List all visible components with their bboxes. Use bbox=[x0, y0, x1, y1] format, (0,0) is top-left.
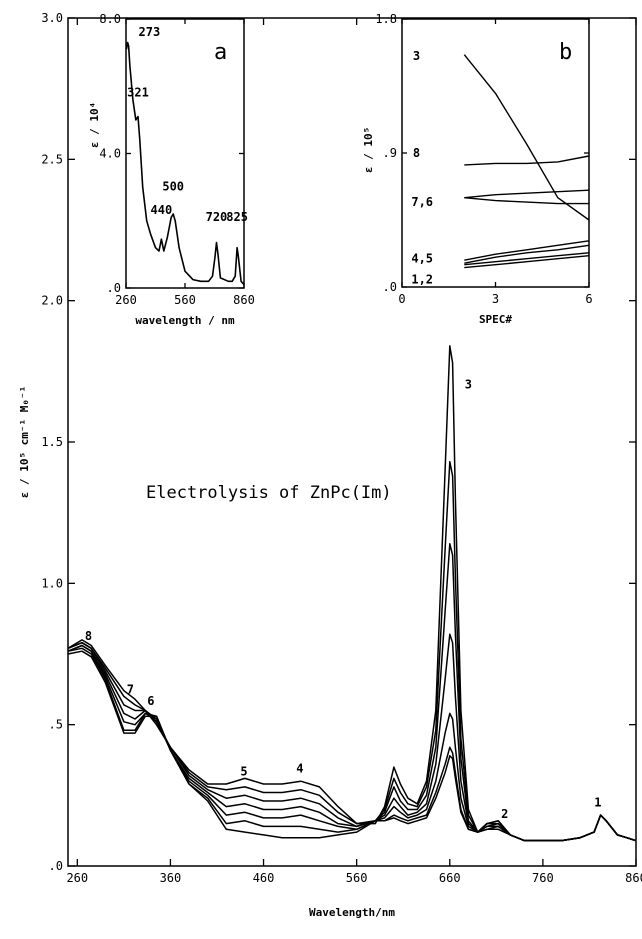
inset-a-peak-label: 500 bbox=[162, 179, 184, 193]
inset-b-series-label: 8 bbox=[413, 146, 420, 160]
main-peak-label: 5 bbox=[240, 765, 247, 779]
inset-a-y-tick-label: .0 bbox=[107, 281, 121, 295]
main-y-tick-label: 1.5 bbox=[41, 435, 63, 449]
inset-a-x-tick-label: 560 bbox=[174, 293, 196, 307]
inset-b-panel-label: b bbox=[559, 40, 572, 65]
inset-b-x-tick-label: 6 bbox=[585, 292, 592, 306]
inset-b: 0 3 6 .0 .9 1.8 3 8 7,6 4,5 1,2 b SPEC# ε / 10⁵ bbox=[362, 12, 593, 326]
inset-b-series-label: 3 bbox=[413, 49, 420, 63]
main-x-tick-label: 860 bbox=[625, 871, 642, 885]
main-peak-label: 1 bbox=[594, 796, 601, 810]
inset-b-y-tick-label: 1.8 bbox=[375, 12, 397, 26]
inset-b-x-tick-label: 0 bbox=[398, 292, 405, 306]
main-peak-label: 3 bbox=[465, 377, 472, 391]
main-y-tick-label: 2.0 bbox=[41, 294, 63, 308]
inset-b-series-line bbox=[464, 252, 590, 266]
main-peak-label: 7 bbox=[127, 683, 134, 697]
inset-a-x-axis-label: wavelength / nm bbox=[135, 314, 235, 327]
main-y-tick-label: .5 bbox=[49, 718, 63, 732]
inset-a-bg bbox=[126, 19, 244, 288]
inset-b-series-line bbox=[464, 244, 590, 264]
inset-a-x-tick-label: 860 bbox=[233, 293, 255, 307]
main-y-tick-label: 2.5 bbox=[41, 152, 63, 166]
main-peak-label: 4 bbox=[296, 762, 303, 776]
inset-b-series-line bbox=[464, 155, 590, 166]
inset-a-x-tick-label: 260 bbox=[115, 293, 137, 307]
inset-a-y-tick-label: 4.0 bbox=[99, 147, 121, 161]
inset-a-peak-label: 321 bbox=[127, 85, 149, 99]
inset-b-series-label: 7,6 bbox=[411, 195, 433, 209]
inset-a-series-line bbox=[125, 41, 245, 286]
chart-title: Electrolysis of ZnPc(Im) bbox=[146, 483, 392, 503]
main-series-line bbox=[67, 650, 637, 842]
inset-a-peak-label: 825 bbox=[226, 210, 248, 224]
main-x-tick-label: 360 bbox=[160, 871, 182, 885]
main-x-axis-label: Wavelength/nm bbox=[309, 906, 395, 919]
inset-a-panel-label: a bbox=[214, 40, 227, 65]
inset-b-series-label: 4,5 bbox=[411, 252, 433, 266]
inset-b-x-axis-label: SPEC# bbox=[479, 313, 512, 326]
inset-b-y-tick-label: .9 bbox=[383, 146, 397, 160]
inset-b-y-axis-label: ε / 10⁵ bbox=[362, 127, 375, 173]
inset-b-y-tick-label: .0 bbox=[383, 280, 397, 294]
inset-b-series-line bbox=[464, 255, 590, 269]
inset-b-bg bbox=[402, 19, 589, 287]
inset-b-series-line bbox=[464, 240, 590, 261]
main-chart: 260360460560660760860.0.51.01.52.02.53.0… bbox=[18, 11, 642, 919]
inset-a-y-axis-label: ε / 10⁴ bbox=[88, 102, 101, 148]
inset-a-y-tick-label: 8.0 bbox=[99, 12, 121, 26]
main-y-axis-label: ε / 10⁵ cm⁻¹ M₀⁻¹ bbox=[18, 386, 31, 499]
main-y-tick-label: 1.0 bbox=[41, 576, 63, 590]
inset-b-series-label: 1,2 bbox=[411, 273, 433, 287]
inset-b-series-line bbox=[463, 54, 590, 221]
inset-b-x-tick-label: 3 bbox=[492, 292, 499, 306]
main-x-tick-label: 660 bbox=[439, 871, 461, 885]
inset-a-peak-label: 440 bbox=[151, 203, 173, 217]
inset-a-peak-label: 720 bbox=[206, 210, 228, 224]
main-x-tick-label: 260 bbox=[66, 871, 88, 885]
main-x-tick-label: 460 bbox=[253, 871, 275, 885]
inset-b-series-line bbox=[464, 197, 589, 205]
inset-a-peak-label: 273 bbox=[139, 25, 161, 39]
main-peak-label: 6 bbox=[147, 694, 154, 708]
main-peak-label: 2 bbox=[501, 807, 508, 821]
main-peak-label: 8 bbox=[85, 629, 92, 643]
main-x-tick-label: 560 bbox=[346, 871, 368, 885]
inset-b-series-line bbox=[464, 189, 590, 199]
main-y-tick-label: .0 bbox=[49, 859, 63, 873]
main-y-tick-label: 3.0 bbox=[41, 11, 63, 25]
main-x-tick-label: 760 bbox=[532, 871, 554, 885]
